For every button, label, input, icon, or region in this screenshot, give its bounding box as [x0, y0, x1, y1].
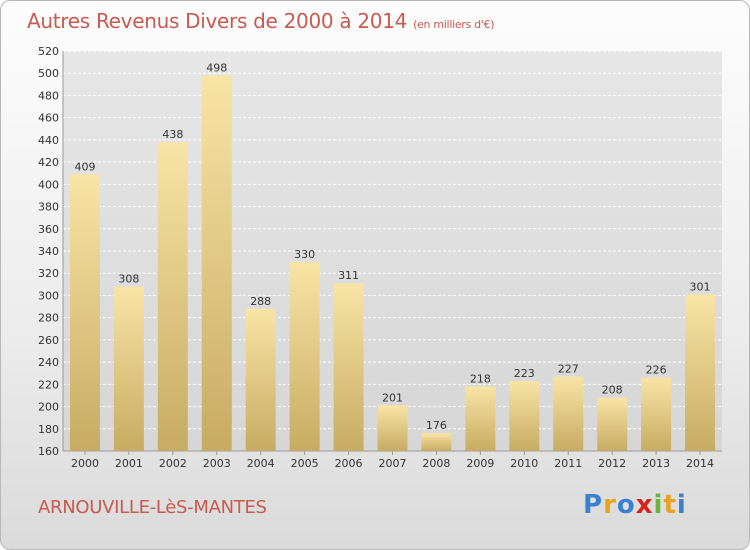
bar: [377, 405, 408, 451]
bar: [553, 376, 584, 451]
y-tick-label: 460: [38, 112, 59, 125]
y-tick-label: 420: [38, 156, 59, 169]
x-tick-label: 2000: [71, 457, 99, 470]
chart-title-text: Autres Revenus Divers de 2000 à 2014: [27, 9, 408, 33]
y-tick-label: 200: [38, 401, 59, 414]
chart-subtitle: (en milliers d'€): [413, 18, 495, 31]
x-tick-label: 2009: [466, 457, 494, 470]
x-tick-label: 2014: [686, 457, 714, 470]
y-tick-label: 320: [38, 267, 59, 280]
logo-letter: x: [635, 490, 654, 520]
commune-name: ARNOUVILLE-LèS-MANTES: [38, 497, 267, 518]
bar: [245, 308, 276, 451]
logo-letter: i: [653, 490, 664, 520]
proxiti-logo: Proxiti: [583, 490, 687, 520]
x-tick-label: 2001: [115, 457, 143, 470]
bar: [157, 142, 188, 451]
data-label: 208: [602, 384, 623, 397]
logo-letter: i: [676, 490, 687, 520]
x-tick-label: 2004: [247, 457, 275, 470]
data-label: 288: [250, 295, 271, 308]
data-label: 201: [382, 391, 403, 404]
y-tick-label: 520: [38, 45, 59, 58]
data-label: 176: [426, 419, 447, 432]
bar: [465, 386, 496, 451]
logo-letter: P: [583, 490, 604, 520]
y-tick-label: 240: [38, 356, 59, 369]
x-tick-label: 2006: [335, 457, 363, 470]
bar: [685, 294, 716, 451]
y-tick-label: 340: [38, 245, 59, 258]
y-tick-label: 400: [38, 178, 59, 191]
data-label: 227: [558, 363, 579, 376]
y-tick-label: 280: [38, 312, 59, 325]
bar: [597, 397, 628, 451]
bar: [509, 381, 540, 451]
logo-letter: r: [603, 490, 617, 520]
y-tick-label: 440: [38, 134, 59, 147]
logo-letter: o: [616, 490, 636, 520]
data-label: 311: [338, 269, 359, 282]
x-tick-label: 2007: [379, 457, 407, 470]
x-tick-label: 2012: [598, 457, 626, 470]
y-tick-label: 160: [38, 445, 59, 458]
data-label: 223: [514, 367, 535, 380]
bar: [333, 283, 364, 451]
bar: [641, 377, 672, 451]
y-tick-label: 300: [38, 289, 59, 302]
data-label: 308: [118, 273, 139, 286]
x-tick-label: 2010: [510, 457, 538, 470]
y-tick-label: 360: [38, 223, 59, 236]
data-label: 218: [470, 373, 491, 386]
data-label: 409: [74, 160, 95, 173]
x-tick-label: 2013: [642, 457, 670, 470]
x-tick-label: 2003: [203, 457, 231, 470]
x-tick-label: 2005: [291, 457, 319, 470]
bar: [289, 262, 320, 451]
data-label: 301: [690, 280, 711, 293]
y-tick-label: 260: [38, 334, 59, 347]
x-tick-label: 2008: [422, 457, 450, 470]
data-label: 438: [162, 128, 183, 141]
y-tick-label: 500: [38, 67, 59, 80]
bar: [113, 286, 144, 451]
x-tick-label: 2002: [159, 457, 187, 470]
data-label: 498: [206, 61, 227, 74]
y-tick-label: 380: [38, 201, 59, 214]
y-tick-label: 220: [38, 378, 59, 391]
logo-letter: t: [663, 490, 677, 520]
y-tick-label: 480: [38, 89, 59, 102]
chart-title: Autres Revenus Divers de 2000 à 2014 (en …: [27, 9, 495, 33]
bar: [69, 174, 100, 452]
data-label: 330: [294, 248, 315, 261]
data-label: 226: [646, 364, 667, 377]
x-tick-label: 2011: [554, 457, 582, 470]
bar: [201, 75, 232, 451]
y-tick-label: 180: [38, 423, 59, 436]
bar: [421, 433, 452, 451]
